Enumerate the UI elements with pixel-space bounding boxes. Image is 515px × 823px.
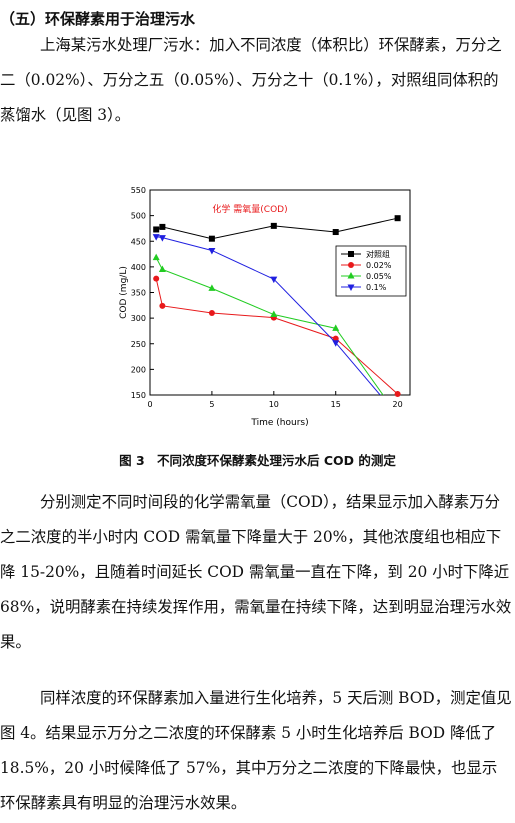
- data-point: [208, 284, 216, 291]
- legend-marker: [348, 262, 354, 268]
- data-point: [152, 234, 160, 241]
- y-tick-label: 550: [131, 186, 146, 195]
- legend-label: 0.1%: [366, 283, 387, 292]
- data-point: [159, 302, 166, 309]
- paragraph-intro: 上海某污水处理厂污水：加入不同浓度（体积比）环保酵素，万分之二（0.02%）、万…: [0, 36, 502, 124]
- x-tick-label: 20: [393, 400, 403, 409]
- data-point: [158, 265, 166, 272]
- figure-caption-text: 不同浓度环保酵素处理污水后 COD 的测定: [157, 453, 396, 468]
- y-tick-label: 300: [131, 314, 146, 323]
- x-tick-label: 15: [331, 400, 341, 409]
- legend-label: 0.05%: [366, 272, 392, 281]
- y-tick-label: 250: [131, 340, 146, 349]
- data-point: [270, 222, 277, 229]
- x-axis-label: Time (hours): [250, 418, 308, 428]
- cod-chart-figure: 0 5 10 15 20 150 200 250 300 350 400 450 500 550 Time …: [100, 180, 420, 430]
- data-point: [152, 253, 160, 261]
- data-point: [159, 223, 166, 230]
- y-axis-label: COD (mg/L): [119, 266, 129, 319]
- data-point: [332, 324, 340, 331]
- y-tick-label: 450: [131, 237, 146, 246]
- series-line: [155, 278, 398, 395]
- data-point: [332, 340, 340, 347]
- y-tick-label: 500: [131, 212, 146, 221]
- y-tick-label: 200: [131, 365, 146, 374]
- paragraph-cod-results: 分别测定不同时间段的化学需氧量（COD），结果显示加入酵素万分之二浓度的半小时内…: [0, 493, 512, 651]
- data-point: [332, 335, 339, 342]
- x-tick-label: 0: [147, 400, 152, 409]
- data-point: [270, 310, 278, 318]
- data-point: [394, 390, 401, 397]
- data-point: [208, 310, 215, 316]
- data-point: [153, 226, 160, 233]
- y-tick-label: 400: [131, 263, 146, 272]
- data-point: [153, 275, 160, 282]
- cod-line-chart: 0 5 10 15 20 150 200 250 300 350 400 450 500 550 Time …: [119, 186, 411, 428]
- legend-marker: [348, 251, 354, 257]
- data-point: [270, 276, 278, 284]
- paragraph-bod-results: 同样浓度的环保酵素加入量进行生化培养，5 天后测 BOD，测定值见图 4。结果显…: [0, 689, 512, 812]
- x-tick-label: 5: [209, 400, 214, 409]
- y-tick-label: 350: [131, 289, 146, 298]
- x-tick-label: 10: [269, 400, 279, 409]
- chart-title: 化学 需氧量(COD): [212, 203, 287, 215]
- legend-marker: [347, 272, 355, 279]
- data-point: [158, 235, 166, 242]
- legend-label: 0.02%: [366, 261, 392, 270]
- legend-label: 对照组: [366, 249, 390, 259]
- legend-marker: [347, 284, 355, 291]
- data-point: [332, 229, 339, 236]
- figure-number: 图 3: [119, 453, 145, 468]
- y-tick-label: 150: [131, 391, 146, 400]
- section-heading: （五）环保酵素用于治理污水: [0, 10, 196, 28]
- data-point: [394, 215, 401, 222]
- data-point: [208, 247, 216, 255]
- data-point: [208, 235, 215, 242]
- figure-caption: 图 3 不同浓度环保酵素处理污水后 COD 的测定: [0, 450, 515, 469]
- series-line: [155, 217, 398, 240]
